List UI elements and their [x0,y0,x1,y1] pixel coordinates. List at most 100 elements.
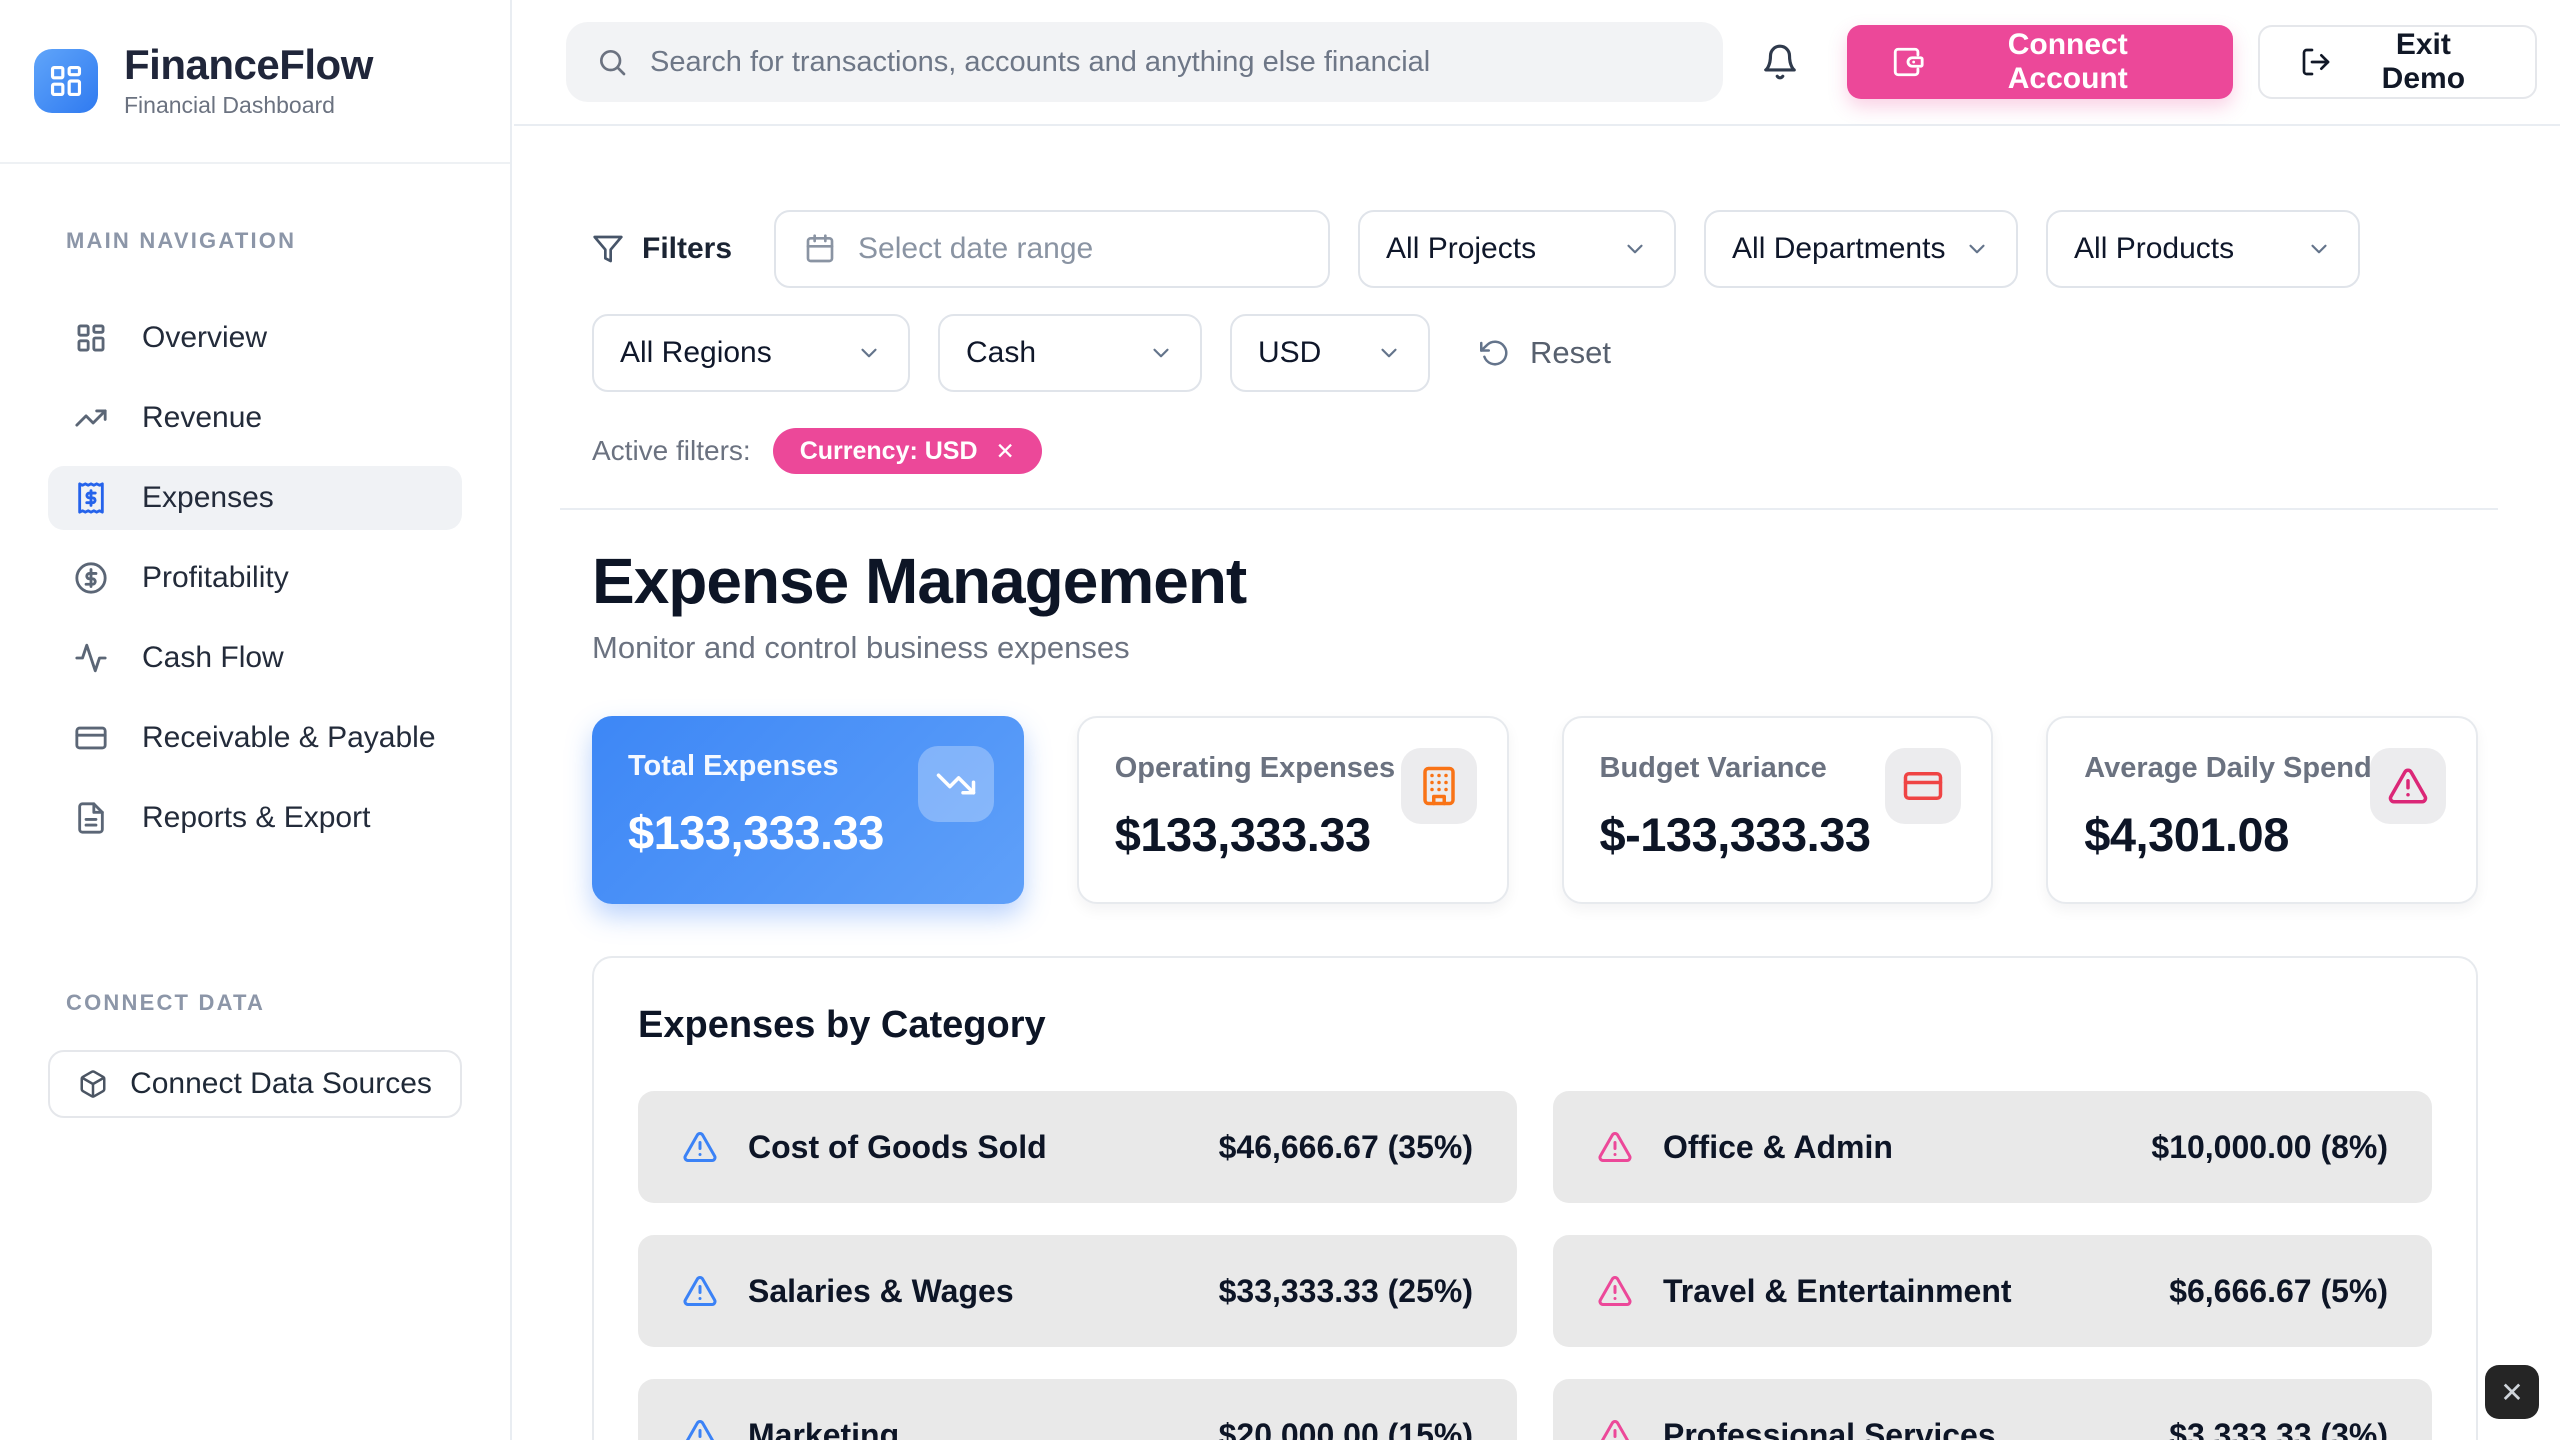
alert-triangle-icon [682,1417,718,1440]
connect-account-button[interactable]: Connect Account [1846,25,2233,99]
currency-dropdown-value: USD [1258,336,1322,369]
stat-value: $133,333.33 [628,806,884,859]
alert-triangle-icon [1597,1129,1633,1165]
date-range-placeholder: Select date range [858,232,1094,265]
currency-dropdown[interactable]: USD [1230,314,1430,392]
currency-filter-chip[interactable]: Currency: USD ✕ [772,428,1042,474]
sidebar-item-reports-export[interactable]: Reports & Export [48,786,462,850]
category-label: Salaries & Wages [748,1272,1014,1309]
category-value: $3,333.33 (3%) [2169,1416,2388,1440]
package-icon [78,1069,108,1099]
reset-label: Reset [1530,335,1611,370]
alert-triangle-icon [1597,1273,1633,1309]
currency-filter-chip-label: Currency: USD [799,436,978,465]
filter-icon [592,233,624,265]
category-value: $20,000.00 (15%) [1218,1416,1473,1440]
logout-icon [2300,46,2332,78]
category-label: Marketing [748,1416,900,1440]
chevron-down-icon [1964,236,1990,262]
alert-triangle-icon [682,1273,718,1309]
regions-dropdown[interactable]: All Regions [592,314,910,392]
projects-dropdown[interactable]: All Projects [1358,210,1677,288]
departments-dropdown-value: All Departments [1732,232,1946,265]
rotate-ccw-icon [1480,338,1510,368]
reset-filters-button[interactable]: Reset [1480,335,1611,371]
app-logo-icon [34,49,98,113]
building-icon [1400,748,1477,824]
category-grid: Cost of Goods Sold $46,666.67 (35%) Offi… [638,1091,2432,1440]
category-label: Travel & Entertainment [1663,1272,2012,1309]
remove-filter-icon[interactable]: ✕ [995,437,1015,464]
receipt-icon [74,481,108,515]
filters-label: Filters [592,232,732,266]
chevron-down-icon [1622,236,1648,262]
alert-triangle-icon [1597,1417,1633,1440]
payment-method-dropdown[interactable]: Cash [938,314,1202,392]
sidebar-item-receivable-payable[interactable]: Receivable & Payable [48,706,462,770]
sidebar-item-label: Receivable & Payable [142,721,436,754]
close-icon: ✕ [2500,1376,2524,1408]
category-row-marketing: Marketing $20,000.00 (15%) [638,1379,1517,1440]
chevron-down-icon [1148,340,1174,366]
wallet-icon [1891,45,1925,79]
trending-up-icon [74,401,108,435]
credit-card-icon [1885,748,1962,824]
filter-row-1: Filters Select date range All Projects A… [592,210,2478,288]
sidebar-item-profitability[interactable]: Profitability [48,546,462,610]
category-value: $33,333.33 (25%) [1218,1272,1473,1309]
stat-card-operating-expenses[interactable]: Operating Expenses $133,333.33 [1076,716,1509,904]
stat-card-average-daily-spend[interactable]: Average Daily Spend $4,301.08 [2046,716,2478,904]
category-label: Professional Services [1663,1416,1996,1440]
file-text-icon [74,801,108,835]
stat-card-total-expenses[interactable]: Total Expenses $133,333.33 [592,716,1024,904]
sidebar-item-revenue[interactable]: Revenue [48,386,462,450]
sidebar-item-label: Revenue [142,401,263,434]
close-button[interactable]: ✕ [2485,1365,2539,1419]
section-divider [560,508,2498,510]
connect-account-label: Connect Account [2007,28,2128,95]
filter-row-2: All Regions Cash USD Reset [592,314,2478,392]
exit-demo-button[interactable]: Exit Demo [2257,25,2537,99]
products-dropdown-value: All Products [2074,232,2235,265]
connect-data-sources-button[interactable]: Connect Data Sources [48,1050,462,1118]
sidebar-item-cash-flow[interactable]: Cash Flow [48,626,462,690]
category-row-travel-entertainment: Travel & Entertainment $6,666.67 (5%) [1553,1235,2432,1347]
category-row-cost-of-goods-sold: Cost of Goods Sold $46,666.67 (35%) [638,1091,1517,1203]
search-input[interactable] [650,45,1693,79]
stat-card-budget-variance[interactable]: Budget Variance $-133,333.33 [1561,716,1994,904]
search-icon [596,46,628,78]
products-dropdown[interactable]: All Products [2046,210,2361,288]
active-filters-label: Active filters: [592,435,751,466]
date-range-input[interactable]: Select date range [774,210,1331,288]
credit-card-icon [74,721,108,755]
connect-data-heading: CONNECT DATA [66,990,266,1015]
main-navigation: MAIN NAVIGATION Overview Revenue Expense… [0,164,510,850]
page-subtitle: Monitor and control business expenses [592,630,1130,665]
connect-data-sources-label: Connect Data Sources [130,1067,432,1100]
chevron-down-icon [1376,340,1402,366]
category-value: $6,666.67 (5%) [2169,1272,2388,1309]
category-label: Cost of Goods Sold [748,1128,1047,1165]
sidebar-item-overview[interactable]: Overview [48,306,462,370]
notifications-button[interactable] [1753,34,1808,90]
stat-value: $-133,333.33 [1599,808,1872,861]
sidebar-item-label: Reports & Export [142,801,371,834]
bell-icon [1761,43,1799,81]
brand-header: FinanceFlow Financial Dashboard [0,0,510,164]
sidebar-item-label: Profitability [142,561,289,594]
dashboard-icon [74,321,108,355]
sidebar: FinanceFlow Financial Dashboard MAIN NAV… [0,0,512,1440]
app-subtitle: Financial Dashboard [124,92,335,119]
dollar-circle-icon [74,561,108,595]
stat-label: Budget Variance [1599,752,1827,784]
category-value: $10,000.00 (8%) [2151,1128,2388,1165]
category-row-professional-services: Professional Services $3,333.33 (3%) [1553,1379,2432,1440]
category-row-salaries-wages: Salaries & Wages $33,333.33 (25%) [638,1235,1517,1347]
search-box [566,22,1723,102]
calendar-icon [804,233,836,265]
departments-dropdown[interactable]: All Departments [1704,210,2019,288]
nav-heading: MAIN NAVIGATION [66,228,297,253]
sidebar-item-expenses[interactable]: Expenses [48,466,462,530]
active-filters-row: Active filters: Currency: USD ✕ [592,428,2478,474]
